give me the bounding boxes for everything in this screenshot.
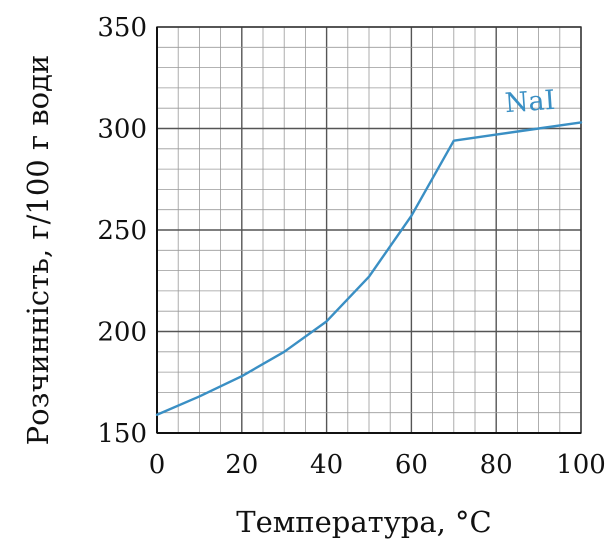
y-tick-label: 150 bbox=[97, 419, 147, 449]
x-tick-label: 20 bbox=[225, 450, 258, 480]
y-axis-title: Розчинність, г/100 г води bbox=[21, 55, 55, 446]
y-tick-label: 300 bbox=[97, 115, 147, 145]
series-layer bbox=[155, 121, 583, 416]
x-axis-title: Температура, °C bbox=[236, 505, 492, 539]
x-tick-label: 100 bbox=[556, 450, 606, 480]
y-tick-label: 350 bbox=[97, 13, 147, 43]
y-tick-label: 200 bbox=[97, 318, 147, 348]
x-tick-label: 40 bbox=[310, 450, 343, 480]
series-label: NaI bbox=[504, 85, 556, 119]
x-tick-label: 60 bbox=[395, 450, 428, 480]
y-tick-label: 250 bbox=[97, 216, 147, 246]
labels: 0 20 40 60 80 100 150 200 250 300 350 Температура, … bbox=[21, 13, 606, 539]
axes bbox=[156, 26, 582, 434]
x-tick-label: 80 bbox=[480, 450, 513, 480]
series-line-nai bbox=[155, 121, 583, 416]
x-tick-label: 0 bbox=[149, 450, 166, 480]
